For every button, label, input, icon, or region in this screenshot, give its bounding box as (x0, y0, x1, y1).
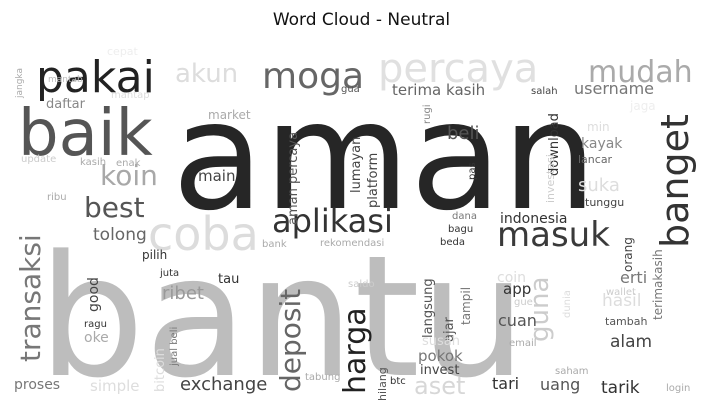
word-transaksi: transaksi (14, 234, 47, 362)
word-saldo: saldo (348, 279, 375, 290)
word-cepat: cepat (107, 45, 139, 58)
word-terima-kasih: terima kasih (392, 81, 485, 99)
word-bantu: bantu (38, 219, 526, 412)
word-beda: beda (440, 237, 465, 248)
word-deposit: deposit (274, 289, 307, 392)
word-login: login (666, 383, 690, 394)
word-aplikasi: aplikasi (272, 202, 393, 240)
word-saham: saham (555, 366, 589, 377)
word-aman-percaya: aman percaya (286, 132, 301, 225)
word-susah: susah (422, 334, 460, 349)
word-exchange: exchange (180, 374, 267, 395)
word-bitcoin: bitcoin (153, 348, 168, 392)
word-pokok: pokok (418, 347, 463, 365)
word-ribu: ribu (47, 192, 67, 203)
word-rekomendasi: rekomendasi (320, 238, 384, 249)
word-langsung: langsung (421, 278, 436, 338)
word-pilih: pilih (142, 248, 167, 262)
word-banget: banget (653, 114, 697, 248)
word-tarik: tarik (601, 378, 640, 398)
word-tau: tau (218, 272, 239, 287)
word-aset: aset (414, 372, 465, 400)
word-good: good (86, 277, 102, 312)
word-akun: akun (175, 59, 238, 89)
word-juta: juta (159, 268, 179, 279)
word-harga: harga (338, 307, 373, 394)
word-cuan: cuan (498, 311, 537, 330)
word-aman: aman (172, 70, 597, 244)
word-tabung: tabung (305, 372, 340, 383)
word-mantab: mantab (48, 75, 83, 85)
word-uang: uang (540, 375, 580, 394)
word-kasih: kasih (80, 157, 106, 168)
word-terimakasih: terimakasih (651, 249, 665, 320)
word-percaya: percaya (378, 46, 538, 92)
word-best: best (84, 191, 145, 224)
chart-title: Word Cloud - Neutral (272, 10, 451, 30)
word-min: min (587, 120, 610, 134)
word-email: email (509, 338, 537, 349)
word-indonesia: indonesia (500, 211, 567, 227)
word-koin: koin (100, 159, 158, 192)
word-jual-beli: jual beli (169, 327, 180, 367)
word-ribet: ribet (162, 283, 204, 304)
word-guna: guna (525, 277, 555, 342)
word-lumayan: lumayan (349, 137, 364, 193)
word-tampil: tampil (459, 287, 473, 325)
word-beli: beli (447, 123, 480, 144)
word-main: main (198, 167, 235, 185)
word-hilang: hilang (376, 367, 389, 401)
word-mudah: mudah (588, 55, 693, 90)
word-dunia: dunia (562, 290, 573, 318)
word-suka: suka (578, 175, 620, 196)
word-username: username (574, 79, 654, 98)
word-rugi: rugi (422, 104, 433, 124)
word-erti: erti (620, 268, 647, 287)
word-tari: tari (492, 374, 519, 393)
word-tolong: tolong (93, 225, 147, 245)
word-invest: invest (420, 363, 459, 378)
word-dana: dana (452, 211, 477, 222)
word-moga: moga (262, 56, 364, 97)
word-pakai: pakai (36, 52, 155, 103)
word-market: market (208, 108, 251, 122)
word-app: app (503, 280, 531, 298)
word-simple: simple (90, 377, 140, 395)
word-coin: coin (497, 270, 526, 286)
word-investasi: investasi (544, 154, 557, 203)
word-gua: gua (341, 84, 360, 95)
word-update: update (21, 154, 56, 165)
word-orang: orang (621, 237, 635, 272)
word-jaga: jaga (629, 99, 656, 113)
word-masuk: masuk (497, 215, 610, 255)
word-kayak: kayak (581, 136, 623, 152)
word-coba: coba (148, 207, 259, 261)
word-salah: salah (531, 86, 558, 97)
word-bank: bank (262, 239, 287, 250)
word-tunggu: tunggu (585, 196, 624, 209)
word-enak: enak (116, 158, 141, 169)
word-bagu: bagu (448, 224, 473, 235)
word-ragu: ragu (84, 319, 107, 330)
word-pas: pas (467, 162, 478, 180)
word-tambah: tambah (605, 315, 647, 328)
word-daftar: daftar (46, 97, 86, 112)
word-btc: btc (390, 376, 406, 387)
word-alam: alam (610, 332, 652, 352)
word-oke: oke (84, 330, 109, 346)
word-gue: gue (514, 297, 533, 308)
word-platform: platform (366, 153, 381, 208)
word-wallet: wallet (606, 287, 636, 298)
word-proses: proses (14, 377, 60, 393)
word-jangka: jangka (15, 68, 25, 99)
word-baik: baik (18, 97, 153, 171)
word-mantap: mantap (111, 90, 150, 101)
word-download: download (547, 113, 562, 176)
word-lancar: lancar (578, 153, 613, 166)
word-ajar: ajar (442, 316, 457, 342)
word-hasil: hasil (602, 291, 642, 311)
